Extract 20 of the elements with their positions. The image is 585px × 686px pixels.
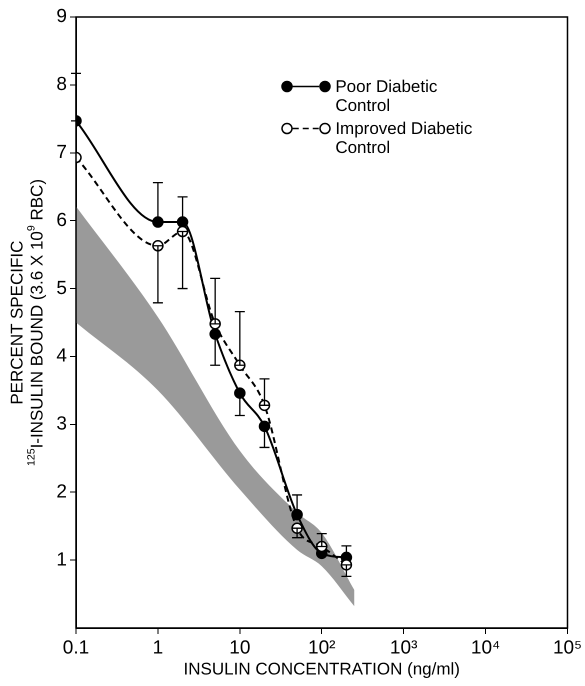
x-tick-label: 10 <box>229 638 250 659</box>
x-tick-label: 10⁵ <box>552 638 582 659</box>
y-tick-label: 6 <box>56 210 67 231</box>
y-tick-label: 7 <box>56 142 67 164</box>
legend-label: Poor Diabetic Control <box>335 77 438 115</box>
text: PERCENT SPECIFIC 125I-INSULIN BOUND (3.6 X 109 RBC) <box>8 179 47 466</box>
x-tick-label: 0.1 <box>62 638 90 659</box>
y-tick-label: 4 <box>56 346 68 367</box>
y-tick-label: 5 <box>56 278 67 299</box>
x-axis-title: INSULIN CONCENTRATION (ng/ml) <box>184 660 460 679</box>
y-tick-label: 1 <box>56 549 67 570</box>
x-tick-label: 10³ <box>390 638 418 659</box>
y-tick-label: 3 <box>56 414 67 435</box>
y-tick-label: 2 <box>56 481 67 502</box>
y-tick-label: 8 <box>56 74 67 96</box>
x-tick-label: 1 <box>152 638 164 659</box>
x-tick-label: 10⁴ <box>470 638 500 659</box>
y-tick-label: 9 <box>56 6 67 28</box>
legend-label: Improved Diabetic Control <box>335 119 474 157</box>
x-tick-label: 10² <box>308 638 336 659</box>
